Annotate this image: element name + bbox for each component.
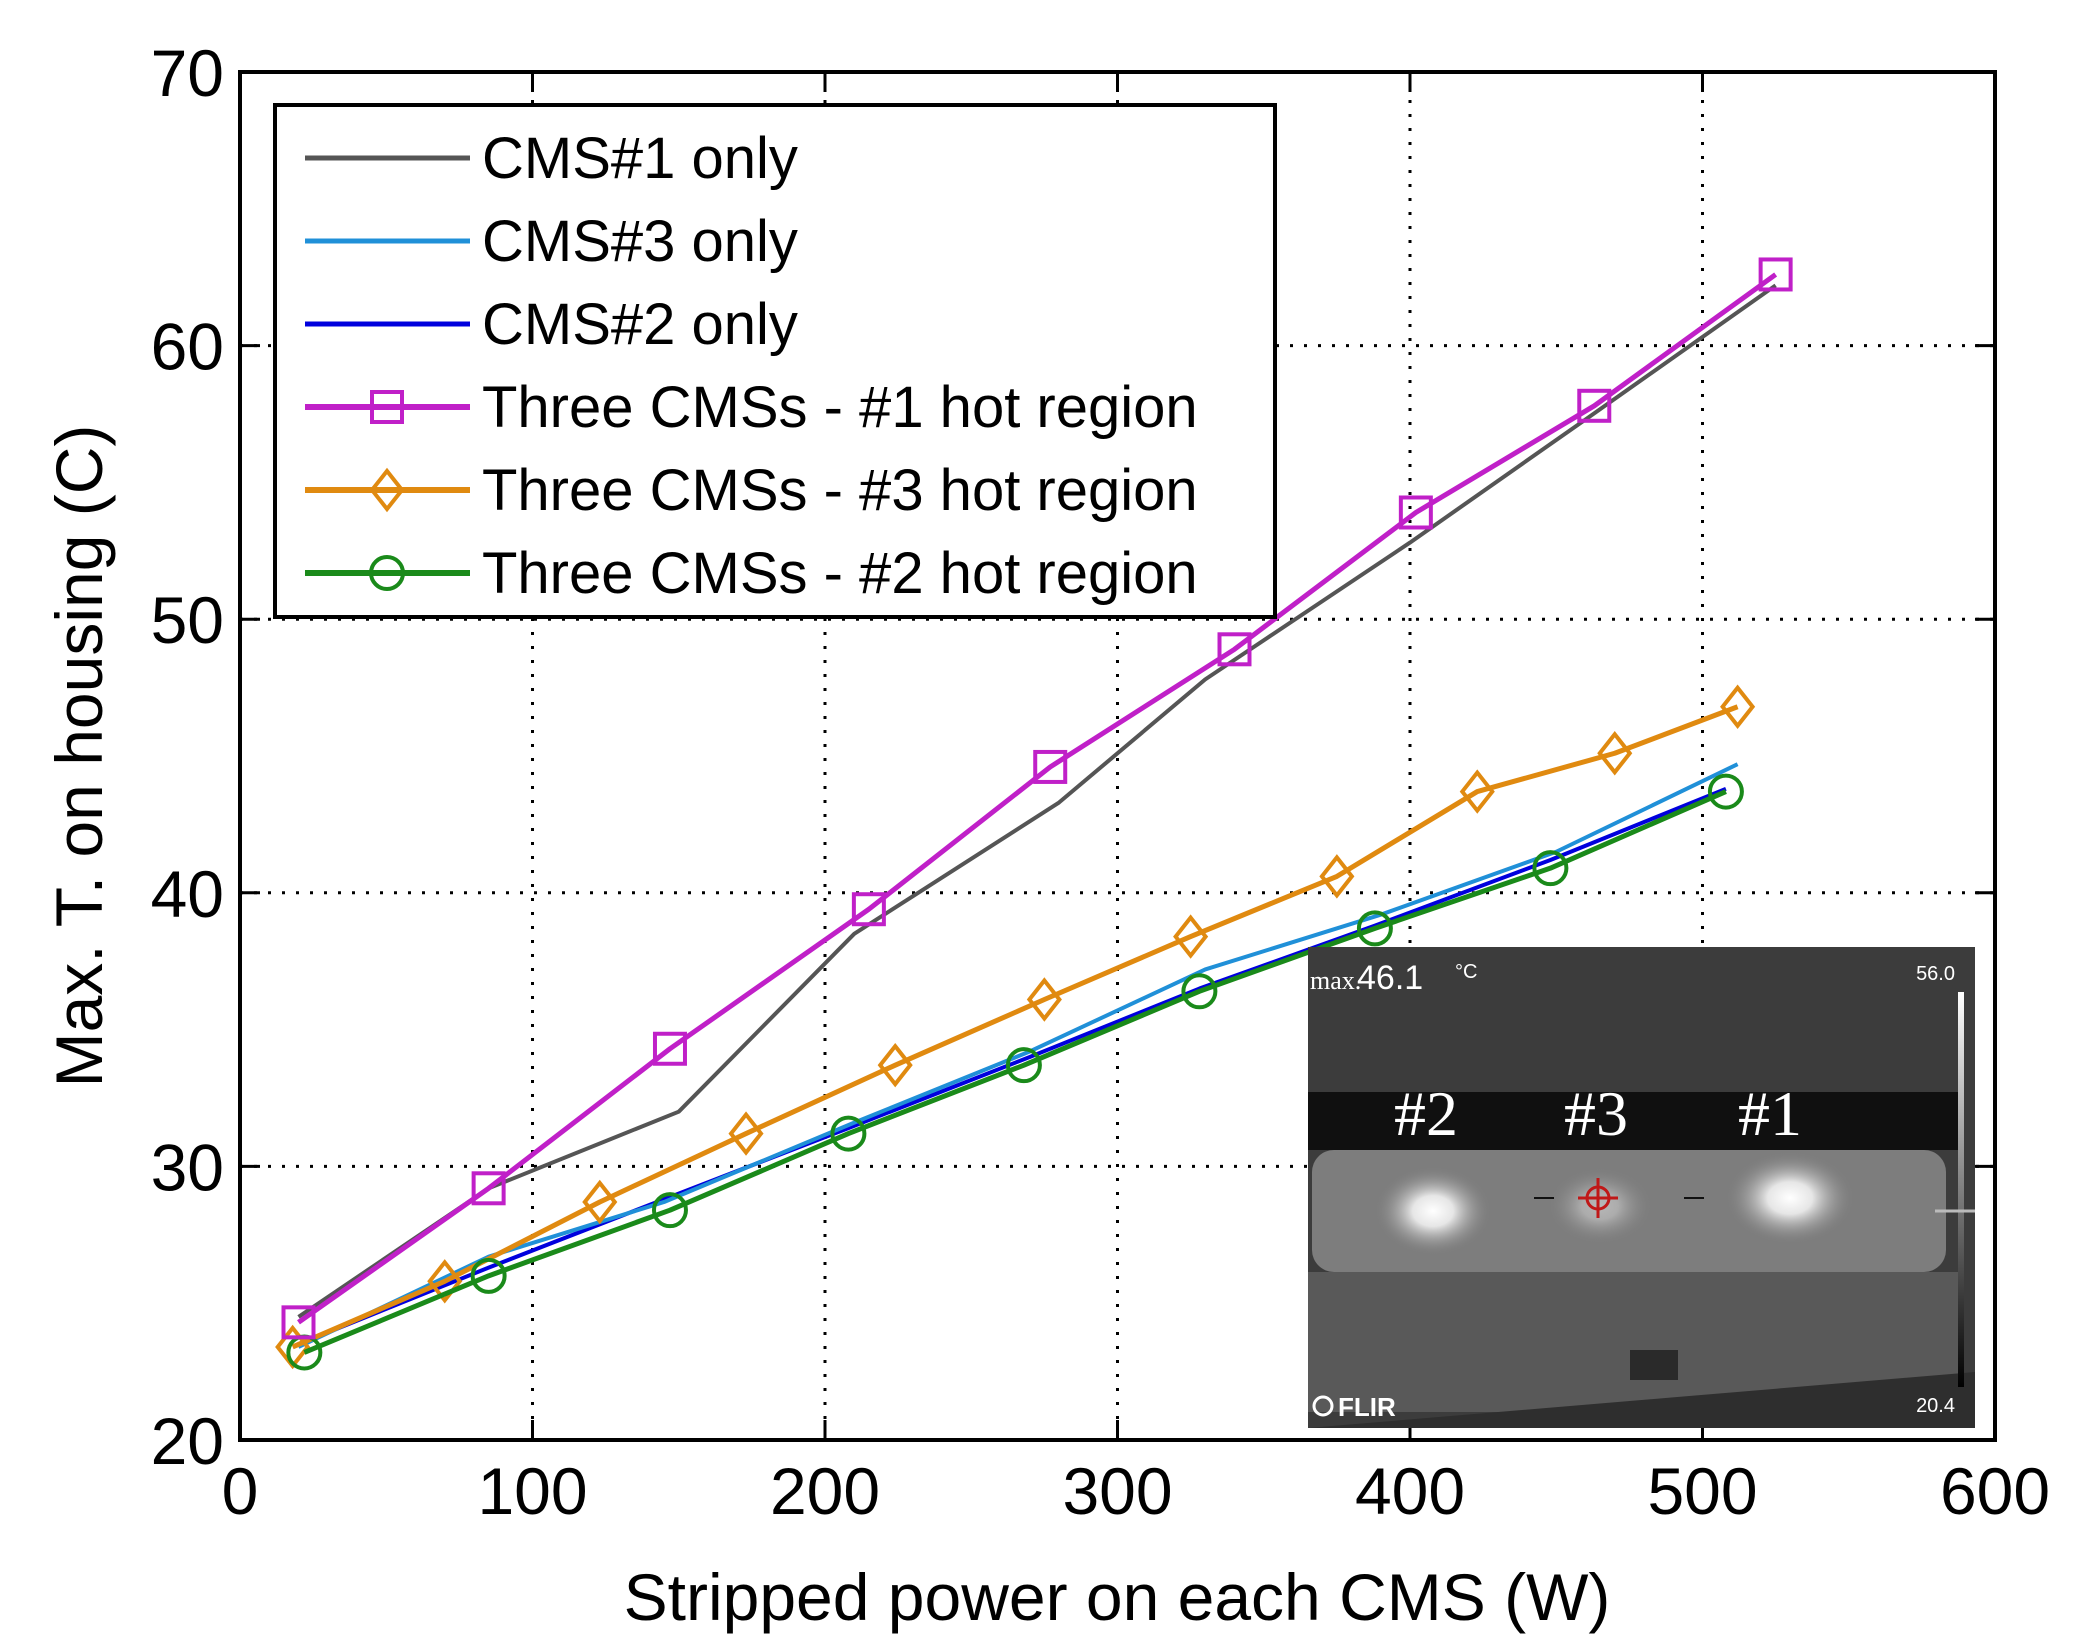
square-marker bbox=[1033, 749, 1068, 784]
diamond-marker bbox=[1173, 914, 1209, 959]
y-tick-label: 60 bbox=[151, 310, 224, 384]
crosshair-icon bbox=[1578, 1178, 1618, 1218]
x-tick-label: 400 bbox=[1355, 1454, 1465, 1528]
inset-max-value: 46.1 bbox=[1357, 959, 1423, 997]
square-marker bbox=[1398, 495, 1433, 530]
square-marker bbox=[370, 390, 404, 424]
flir-mark-icon bbox=[1312, 1395, 1334, 1417]
circle-marker bbox=[369, 555, 405, 591]
diamond-marker bbox=[427, 1259, 463, 1304]
inset-unit: °C bbox=[1455, 961, 1477, 983]
y-tick-label: 70 bbox=[151, 36, 224, 110]
circle-marker bbox=[1532, 850, 1569, 887]
inset-label-1: #1 bbox=[1738, 1078, 1802, 1149]
square-marker bbox=[1577, 388, 1612, 423]
y-tick-label: 40 bbox=[151, 857, 224, 931]
legend-label: CMS#1 only bbox=[482, 126, 798, 191]
legend-label: Three CMSs - #3 hot region bbox=[482, 458, 1198, 523]
inset-label-3: #3 bbox=[1564, 1078, 1628, 1149]
square-marker bbox=[281, 1305, 316, 1340]
circle-marker bbox=[1707, 773, 1744, 810]
diamond-marker bbox=[728, 1111, 764, 1156]
circle-marker bbox=[470, 1257, 507, 1294]
square-marker bbox=[851, 892, 886, 927]
y-tick-label: 50 bbox=[151, 583, 224, 657]
circle-marker bbox=[1181, 973, 1218, 1010]
legend-entry: CMS#2 only bbox=[305, 292, 798, 357]
x-axis-label: Stripped power on each CMS (W) bbox=[624, 1560, 1611, 1634]
diamond-marker bbox=[1319, 854, 1355, 899]
square-marker bbox=[471, 1171, 506, 1206]
inset-dark-band bbox=[1308, 1092, 1963, 1150]
thermal-inset: max. 46.1 °C 56.0 20.4 FLIR #2 #3 #1 bbox=[1308, 947, 1975, 1428]
square-marker bbox=[1758, 257, 1793, 292]
inset-scale-max: 56.0 bbox=[1916, 963, 1955, 985]
axis-ticks: 0 100 200 300 400 500 600 20 30 40 50 60 70 bbox=[151, 36, 2050, 1528]
series-group bbox=[275, 257, 1793, 1371]
legend-entry: Three CMSs - #2 hot region bbox=[305, 541, 1198, 606]
series-5 bbox=[286, 773, 1744, 1371]
series-2 bbox=[297, 786, 1727, 1347]
series-line bbox=[291, 704, 1739, 1350]
inset-floor bbox=[1308, 1372, 1975, 1428]
y-axis-label: Max. T. on housing (C) bbox=[42, 425, 116, 1088]
x-tick-label: 200 bbox=[770, 1454, 880, 1528]
inset-dark-object bbox=[1630, 1350, 1678, 1380]
series-0 bbox=[297, 283, 1777, 1319]
x-tick-label: 100 bbox=[477, 1454, 587, 1528]
series-line bbox=[297, 786, 1727, 1347]
legend-box bbox=[273, 103, 1277, 619]
diamond-marker bbox=[1026, 977, 1062, 1022]
hot-spot-1 bbox=[1726, 1152, 1854, 1244]
diamond-marker bbox=[1597, 731, 1633, 776]
legend-entry: Three CMSs - #3 hot region bbox=[305, 458, 1198, 523]
x-tick-label: 300 bbox=[1062, 1454, 1172, 1528]
legend-entry: CMS#1 only bbox=[305, 126, 798, 191]
legend-label: CMS#3 only bbox=[482, 209, 798, 274]
legend-label: Three CMSs - #2 hot region bbox=[482, 541, 1198, 606]
series-line bbox=[303, 789, 1727, 1355]
circle-marker bbox=[1005, 1047, 1042, 1084]
diamond-marker bbox=[1459, 769, 1495, 814]
y-tick-label: 20 bbox=[151, 1404, 224, 1478]
series-line bbox=[297, 272, 1778, 1325]
legend-entry: Three CMSs - #1 hot region bbox=[305, 375, 1198, 440]
inset-scale-min: 20.4 bbox=[1916, 1395, 1955, 1417]
diamond-marker bbox=[1720, 684, 1756, 729]
circle-marker bbox=[651, 1192, 688, 1229]
x-tick-label: 500 bbox=[1647, 1454, 1757, 1528]
legend-label: Three CMSs - #1 hot region bbox=[482, 375, 1198, 440]
legend-label: CMS#2 only bbox=[482, 292, 798, 357]
legend: CMS#1 only CMS#3 only CMS#2 only Three CMSs… bbox=[273, 103, 1277, 619]
circle-marker bbox=[830, 1115, 867, 1152]
inset-scale-bar bbox=[1958, 992, 1964, 1387]
hot-spot-3 bbox=[1548, 1168, 1652, 1244]
plot-frame bbox=[238, 70, 1997, 1442]
x-tick-label: 0 bbox=[222, 1454, 259, 1528]
flir-logo: FLIR bbox=[1338, 1392, 1396, 1422]
diamond-marker bbox=[877, 1042, 913, 1088]
legend-entry: CMS#3 only bbox=[305, 209, 798, 274]
square-marker bbox=[652, 1031, 687, 1066]
diamond-marker bbox=[582, 1179, 618, 1225]
series-3 bbox=[281, 257, 1793, 1340]
series-line bbox=[297, 283, 1777, 1319]
y-tick-label: 30 bbox=[151, 1130, 224, 1204]
inset-label-2: #2 bbox=[1394, 1078, 1458, 1149]
x-tick-label: 600 bbox=[1940, 1454, 2050, 1528]
diamond-marker bbox=[369, 467, 405, 513]
hot-spot-2 bbox=[1375, 1167, 1491, 1255]
square-marker bbox=[1217, 632, 1252, 667]
inset-max-label: max. bbox=[1310, 966, 1361, 995]
circle-marker bbox=[1356, 910, 1393, 947]
